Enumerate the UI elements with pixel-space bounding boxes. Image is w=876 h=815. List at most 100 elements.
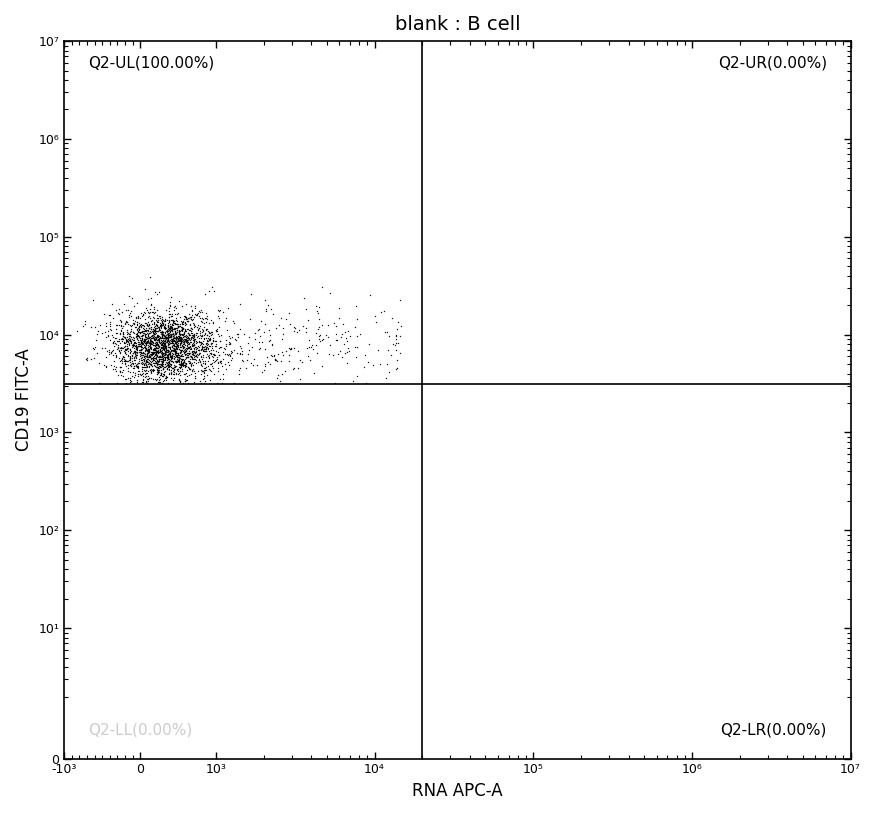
- Point: [175, 339, 189, 352]
- Point: [159, 343, 173, 356]
- Point: [150, 356, 164, 369]
- Point: [184, 327, 198, 340]
- Point: [166, 359, 180, 372]
- Point: [121, 334, 135, 347]
- Point: [134, 319, 148, 333]
- Point: [115, 366, 129, 379]
- Point: [192, 331, 206, 344]
- Point: [302, 334, 316, 347]
- Point: [166, 338, 180, 351]
- Point: [122, 345, 136, 358]
- Point: [187, 371, 201, 384]
- Point: [159, 357, 173, 370]
- Point: [185, 338, 199, 351]
- Point: [161, 337, 175, 350]
- Point: [138, 357, 152, 370]
- Point: [145, 346, 159, 359]
- Point: [170, 363, 184, 377]
- Point: [177, 333, 191, 346]
- Point: [132, 317, 146, 330]
- Point: [154, 352, 168, 365]
- Point: [166, 339, 180, 352]
- Point: [150, 337, 164, 350]
- Point: [151, 338, 165, 351]
- Point: [143, 360, 157, 373]
- Point: [121, 362, 135, 375]
- Point: [173, 346, 187, 359]
- Point: [79, 353, 93, 366]
- Point: [117, 337, 131, 350]
- Point: [134, 333, 148, 346]
- Point: [78, 315, 92, 328]
- Point: [141, 293, 155, 306]
- Point: [149, 333, 163, 346]
- Point: [336, 318, 350, 331]
- Point: [215, 355, 229, 368]
- Point: [187, 329, 201, 342]
- Point: [173, 310, 187, 323]
- Point: [134, 335, 148, 348]
- Point: [178, 374, 192, 387]
- Point: [115, 361, 129, 374]
- Point: [137, 353, 151, 366]
- Point: [223, 332, 237, 345]
- Point: [151, 339, 165, 352]
- Point: [138, 341, 152, 354]
- Point: [154, 332, 168, 345]
- Point: [140, 346, 154, 359]
- Point: [145, 320, 159, 333]
- Point: [200, 368, 214, 381]
- Point: [203, 337, 217, 350]
- Point: [190, 308, 204, 321]
- Point: [159, 331, 173, 344]
- Point: [129, 341, 143, 355]
- Point: [206, 334, 220, 347]
- Point: [166, 333, 180, 346]
- Point: [157, 340, 171, 353]
- Point: [106, 331, 120, 344]
- Point: [166, 333, 180, 346]
- Point: [170, 331, 184, 344]
- Point: [274, 368, 288, 381]
- Point: [156, 336, 170, 349]
- Point: [193, 305, 207, 318]
- Point: [371, 343, 385, 356]
- Point: [203, 332, 217, 345]
- Point: [209, 323, 223, 336]
- Point: [145, 347, 159, 360]
- Point: [140, 350, 154, 363]
- Point: [124, 343, 138, 356]
- Point: [138, 333, 152, 346]
- Point: [132, 339, 146, 352]
- Point: [153, 376, 167, 389]
- Point: [265, 338, 279, 351]
- Point: [152, 364, 166, 377]
- Point: [175, 318, 189, 331]
- Point: [181, 327, 195, 340]
- Point: [182, 368, 196, 381]
- Point: [174, 316, 188, 329]
- Point: [259, 302, 273, 315]
- Point: [166, 322, 180, 335]
- Point: [141, 342, 155, 355]
- Point: [159, 332, 173, 345]
- Point: [327, 316, 341, 329]
- Point: [158, 347, 172, 360]
- Point: [156, 319, 170, 332]
- Point: [171, 317, 185, 330]
- Point: [155, 337, 169, 350]
- Point: [136, 330, 150, 343]
- Point: [117, 336, 131, 349]
- Point: [252, 323, 266, 336]
- Point: [141, 324, 155, 337]
- Point: [159, 360, 173, 373]
- Point: [156, 358, 170, 371]
- Point: [130, 328, 144, 341]
- Point: [158, 332, 172, 345]
- Point: [131, 364, 145, 377]
- Point: [174, 320, 188, 333]
- Point: [169, 327, 183, 340]
- Point: [121, 372, 135, 385]
- Point: [173, 359, 187, 372]
- Point: [293, 354, 307, 367]
